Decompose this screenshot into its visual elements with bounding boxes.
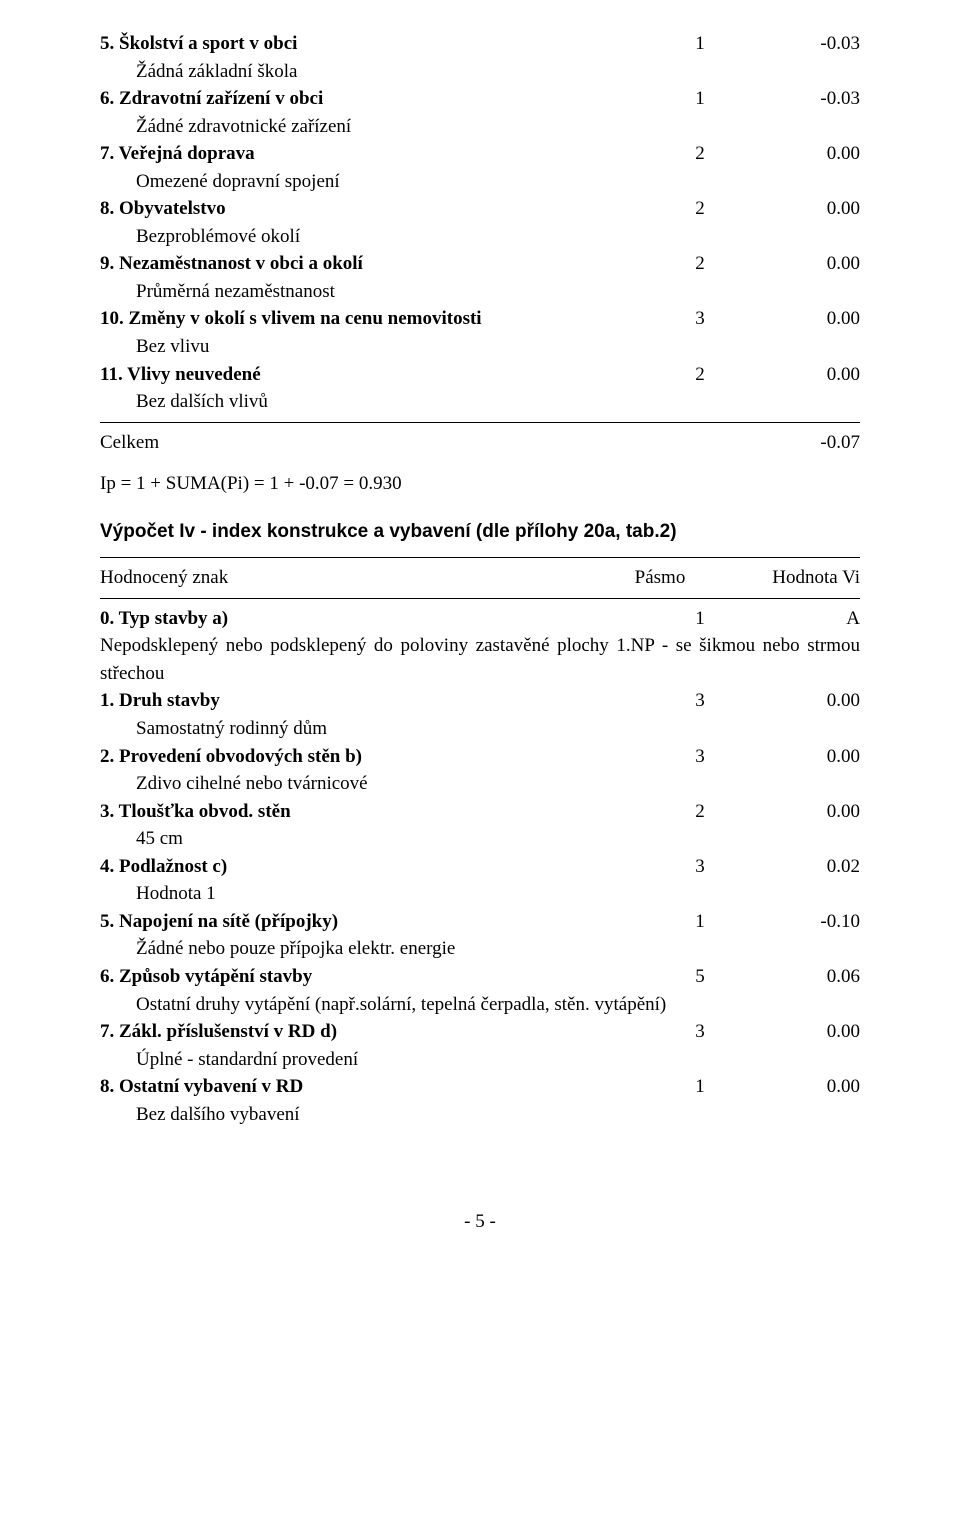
item-title: 1. Druh stavby	[100, 687, 640, 715]
item-pasmo: 3	[640, 853, 760, 881]
page-number: - 5 -	[100, 1208, 860, 1236]
item-description: Bezproblémové okolí	[100, 223, 860, 251]
item-value: 0.00	[760, 798, 860, 826]
list-item: 6. Zdravotní zařízení v obci1-0.03	[100, 85, 860, 113]
item-title: 5. Školství a sport v obci	[100, 30, 640, 58]
item-value: 0.00	[760, 250, 860, 278]
item-pasmo: 2	[640, 798, 760, 826]
item-pasmo: 2	[640, 195, 760, 223]
list-item: 8. Ostatní vybavení v RD10.00	[100, 1073, 860, 1101]
item-pasmo: 2	[640, 361, 760, 389]
list-item: 7. Zákl. příslušenství v RD d)30.00	[100, 1018, 860, 1046]
item-title: 0. Typ stavby a)	[100, 605, 640, 633]
item-value: 0.00	[760, 1018, 860, 1046]
item-title: 3. Tloušťka obvod. stěn	[100, 798, 640, 826]
item-pasmo: 1	[640, 605, 760, 633]
item-description: Hodnota 1	[100, 880, 860, 908]
item-value: 0.00	[760, 1073, 860, 1101]
item-pasmo: 1	[640, 908, 760, 936]
item-description: Bez dalšího vybavení	[100, 1101, 860, 1129]
list-item: 0. Typ stavby a) 1 A	[100, 605, 860, 633]
item-pasmo: 5	[640, 963, 760, 991]
item-description: Žádná základní škola	[100, 58, 860, 86]
item-value: 0.00	[760, 743, 860, 771]
item-value: -0.03	[760, 30, 860, 58]
item-value: 0.00	[760, 195, 860, 223]
item-value: 0.00	[760, 361, 860, 389]
item-value: 0.02	[760, 853, 860, 881]
list-b: 1. Druh stavby30.00Samostatný rodinný dů…	[100, 687, 860, 1128]
item-title: 2. Provedení obvodových stěn b)	[100, 743, 640, 771]
item-pasmo: 3	[640, 305, 760, 333]
item-title: 8. Obyvatelstvo	[100, 195, 640, 223]
item-title: 5. Napojení na sítě (přípojky)	[100, 908, 640, 936]
list-item: 7. Veřejná doprava20.00	[100, 140, 860, 168]
item-title: 6. Zdravotní zařízení v obci	[100, 85, 640, 113]
item-title: 8. Ostatní vybavení v RD	[100, 1073, 640, 1101]
item-title: 6. Způsob vytápění stavby	[100, 963, 640, 991]
item-description: Průměrná nezaměstnanost	[100, 278, 860, 306]
item-description: Omezené dopravní spojení	[100, 168, 860, 196]
divider	[100, 422, 860, 423]
item-title: 10. Změny v okolí s vlivem na cenu nemov…	[100, 305, 640, 333]
header-pasmo: Pásmo	[600, 564, 720, 592]
divider	[100, 557, 860, 558]
item-pasmo: 1	[640, 30, 760, 58]
list-item: 3. Tloušťka obvod. stěn20.00	[100, 798, 860, 826]
item-description: Žádné nebo pouze přípojka elektr. energi…	[100, 935, 860, 963]
item-pasmo: 1	[640, 85, 760, 113]
header-value: Hodnota Vi	[720, 564, 860, 592]
section-heading: Výpočet Iv - index konstrukce a vybavení…	[100, 518, 860, 546]
item-value: -0.03	[760, 85, 860, 113]
item-pasmo: 2	[640, 250, 760, 278]
item-pasmo: 1	[640, 1073, 760, 1101]
item-description: Úplné - standardní provedení	[100, 1046, 860, 1074]
item-pasmo: 3	[640, 687, 760, 715]
item-description: Žádné zdravotnické zařízení	[100, 113, 860, 141]
list-item: 6. Způsob vytápění stavby50.06	[100, 963, 860, 991]
list-item: 9. Nezaměstnanost v obci a okolí20.00	[100, 250, 860, 278]
item-value: 0.00	[760, 305, 860, 333]
list-item: 1. Druh stavby30.00	[100, 687, 860, 715]
total-label: Celkem	[100, 429, 159, 457]
header-label: Hodnocený znak	[100, 564, 600, 592]
formula-text: Ip = 1 + SUMA(Pi) = 1 + -0.07 = 0.930	[100, 470, 860, 498]
item-description: Samostatný rodinný dům	[100, 715, 860, 743]
divider	[100, 598, 860, 599]
item-pasmo: 3	[640, 1018, 760, 1046]
item-pasmo: 2	[640, 140, 760, 168]
item-description: 45 cm	[100, 825, 860, 853]
item-title: 7. Veřejná doprava	[100, 140, 640, 168]
item-title: 9. Nezaměstnanost v obci a okolí	[100, 250, 640, 278]
list-item: 5. Školství a sport v obci1-0.03	[100, 30, 860, 58]
item-description: Bez dalších vlivů	[100, 388, 860, 416]
list-item: 8. Obyvatelstvo20.00	[100, 195, 860, 223]
total-value: -0.07	[820, 429, 860, 457]
list-item: 11. Vlivy neuvedené20.00	[100, 361, 860, 389]
total-row: Celkem -0.07	[100, 429, 860, 457]
item-description: Zdivo cihelné nebo tvárnicové	[100, 770, 860, 798]
item-value: -0.10	[760, 908, 860, 936]
item-title: 11. Vlivy neuvedené	[100, 361, 640, 389]
item-value: 0.00	[760, 140, 860, 168]
item-description: Ostatní druhy vytápění (např.solární, te…	[100, 991, 860, 1019]
item-value: 0.06	[760, 963, 860, 991]
list-item: 4. Podlažnost c)30.02	[100, 853, 860, 881]
item-description: Nepodsklepený nebo podsklepený do polovi…	[100, 632, 860, 687]
item-pasmo: 3	[640, 743, 760, 771]
list-item: 2. Provedení obvodových stěn b)30.00	[100, 743, 860, 771]
list-item: 5. Napojení na sítě (přípojky)1-0.10	[100, 908, 860, 936]
item-title: 4. Podlažnost c)	[100, 853, 640, 881]
list-a: 5. Školství a sport v obci1-0.03Žádná zá…	[100, 30, 860, 416]
item-description: Bez vlivu	[100, 333, 860, 361]
item-title: 7. Zákl. příslušenství v RD d)	[100, 1018, 640, 1046]
item-value: 0.00	[760, 687, 860, 715]
list-item: 10. Změny v okolí s vlivem na cenu nemov…	[100, 305, 860, 333]
table-header: Hodnocený znak Pásmo Hodnota Vi	[100, 564, 860, 592]
item-value: A	[760, 605, 860, 633]
